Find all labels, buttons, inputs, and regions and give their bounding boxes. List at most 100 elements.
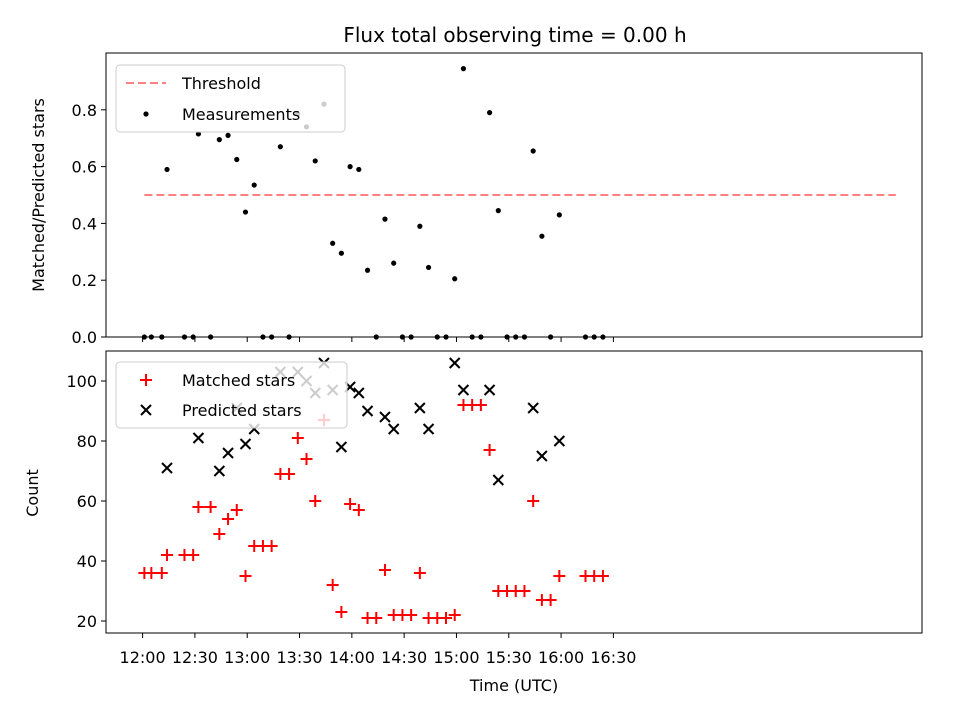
x-tick-label: 12:30 — [172, 648, 218, 667]
matched-star-point — [204, 501, 217, 513]
chart-title: Flux total observing time = 0.00 h — [343, 23, 686, 47]
legend-predicted-swatch — [140, 404, 152, 416]
predicted-star-point — [353, 387, 365, 399]
bottom-panel: 20 40 60 80 100 12:00 12:30 13:00 13:30 14:00 14:… — [23, 350, 923, 695]
predicted-star-point — [449, 357, 461, 369]
measurement-point — [556, 212, 562, 218]
predicted-star-point — [422, 423, 435, 435]
bottom-y-tick-label: 40 — [77, 552, 97, 571]
matched-star-point — [283, 468, 296, 480]
matched-star-point — [518, 585, 531, 597]
matched-star-point — [544, 594, 557, 606]
measurement-point — [234, 156, 240, 163]
legend-threshold-label: Threshold — [181, 74, 261, 93]
measurement-point — [347, 164, 353, 170]
bottom-x-ticks: 12:00 12:30 13:00 13:30 14:00 14:30 15:00 15:30… — [120, 633, 636, 667]
measurement-point — [530, 148, 536, 154]
measurement-point — [417, 223, 423, 229]
top-y-tick-label: 0.4 — [72, 214, 97, 233]
top-y-tick-label: 0.8 — [72, 101, 97, 120]
top-axes-frame — [105, 52, 923, 338]
measurement-point — [460, 66, 467, 72]
x-axis-label: Time (UTC) — [469, 676, 558, 695]
matched-star-point — [370, 612, 383, 624]
matched-star-point — [187, 549, 200, 561]
matched-star-point — [161, 549, 174, 561]
top-y-tick-label: 0.0 — [72, 328, 97, 347]
measurement-point — [391, 260, 397, 266]
x-tick-label: 14:30 — [381, 648, 427, 667]
x-tick-label: 15:30 — [486, 648, 532, 667]
x-tick-label: 13:00 — [224, 648, 270, 667]
matched-star-point — [239, 570, 252, 582]
measurement-point — [382, 216, 388, 222]
matched-star-point — [448, 609, 461, 621]
legend-matched-swatch — [140, 374, 152, 386]
x-tick-label: 16:00 — [538, 648, 584, 667]
matched-star-point — [192, 501, 205, 513]
matched-star-point — [265, 540, 278, 552]
x-tick-label: 15:00 — [433, 648, 479, 667]
bottom-y-tick-label: 60 — [77, 492, 97, 511]
matched-star-point — [155, 567, 168, 579]
top-legend-box — [115, 64, 346, 133]
matched-star-point — [222, 513, 235, 525]
legend-predicted-label: Predicted stars — [182, 401, 302, 420]
measurement-point — [225, 132, 231, 138]
top-y-tick-label: 0.6 — [72, 158, 97, 177]
matched-star-point — [230, 504, 243, 516]
bottom-legend-box — [115, 361, 348, 429]
measurement-point — [338, 250, 344, 256]
legend-matched-label: Matched stars — [182, 371, 295, 390]
matched-star-point — [352, 504, 365, 516]
x-tick-label: 16:30 — [590, 648, 636, 667]
measurement-point — [251, 182, 257, 188]
matched-star-point — [344, 498, 357, 510]
matched-star-point — [213, 528, 226, 540]
legend-measurements-label: Measurements — [182, 105, 300, 124]
predicted-star-point — [492, 474, 505, 486]
measurement-point — [356, 166, 362, 173]
predicted-star-point — [192, 432, 205, 444]
measurement-point — [539, 233, 545, 239]
predicted-star-point — [335, 441, 348, 453]
bottom-y-tick-label: 80 — [77, 432, 97, 451]
top-legend: Threshold Measurements — [115, 64, 346, 133]
measurement-point — [164, 166, 170, 173]
x-tick-label: 12:00 — [120, 648, 166, 667]
matched-star-point — [335, 606, 348, 618]
measurement-point — [364, 267, 371, 273]
predicted-star-point — [161, 462, 173, 474]
measurement-point — [312, 158, 318, 164]
measurement-point — [486, 110, 493, 116]
matched-star-point — [291, 432, 304, 444]
bottom-legend: Matched stars Predicted stars — [115, 361, 348, 429]
measurement-point — [277, 144, 283, 150]
predicted-star-point — [213, 465, 226, 477]
predicted-star-point — [553, 435, 566, 447]
predicted-star-point — [414, 402, 426, 414]
top-panel: 0.00.20.40.60.8 Matched/Predicted stars … — [29, 52, 923, 347]
top-x-ticks — [142, 337, 614, 342]
matched-star-point — [326, 579, 339, 591]
predicted-star-point — [222, 447, 234, 459]
measurement-point — [495, 208, 501, 214]
bottom-y-tick-label: 100 — [66, 372, 97, 391]
measurement-point — [330, 240, 336, 246]
predicted-star-point — [457, 384, 470, 396]
matched-star-point — [440, 612, 452, 624]
measurement-point — [452, 276, 458, 282]
top-y-axis-label: Matched/Predicted stars — [29, 98, 48, 292]
bottom-y-tick-label: 20 — [77, 612, 97, 631]
predicted-star-point — [536, 450, 548, 462]
predicted-star-point — [361, 405, 374, 417]
matched-star-point — [483, 444, 496, 456]
measurement-point — [242, 209, 249, 215]
matched-star-point — [309, 495, 322, 507]
predicted-star-point — [239, 438, 252, 450]
top-y-ticks: 0.0 0.2 0.4 0.6 0.8 — [72, 101, 106, 347]
matched-star-point — [145, 567, 158, 579]
matched-star-point — [300, 453, 313, 465]
matched-star-point — [413, 567, 426, 579]
